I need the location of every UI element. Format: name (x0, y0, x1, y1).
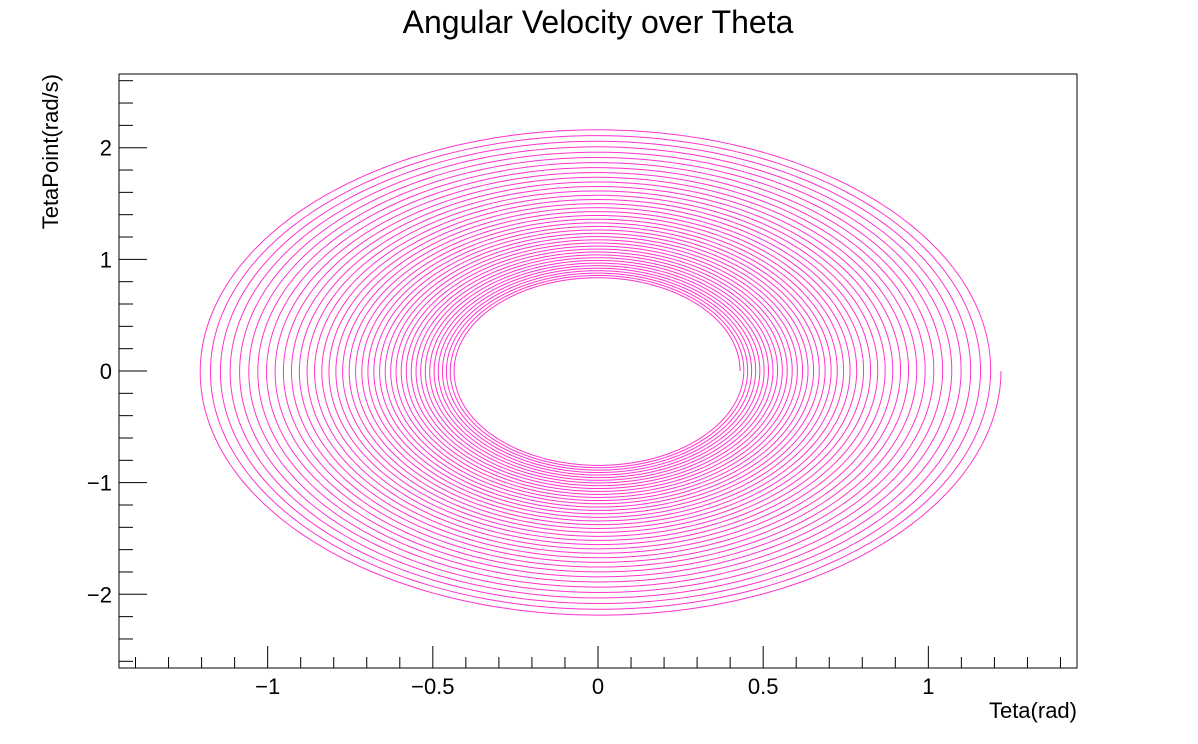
y-tick-label: 0 (100, 359, 112, 384)
x-tick-label: −0.5 (411, 674, 454, 699)
y-tick-label: −2 (87, 582, 112, 607)
y-tick-label: 1 (100, 247, 112, 272)
x-axis: −1 −0.5 0 0.5 1 (135, 646, 1061, 699)
y-axis: −2 −1 0 1 2 (87, 80, 147, 662)
x-tick-label: 0 (592, 674, 604, 699)
x-tick-label: 0.5 (748, 674, 779, 699)
x-tick-label: 1 (922, 674, 934, 699)
x-tick-label: −1 (255, 674, 280, 699)
y-axis-label: TetaPoint(rad/s) (38, 74, 63, 229)
y-tick-label: −1 (87, 471, 112, 496)
y-tick-label: 2 (100, 136, 112, 161)
series-group (199, 129, 1002, 616)
chart-title: Angular Velocity over Theta (403, 4, 794, 40)
x-axis-label: Teta(rad) (989, 698, 1077, 723)
series-line-0 (199, 129, 1002, 616)
